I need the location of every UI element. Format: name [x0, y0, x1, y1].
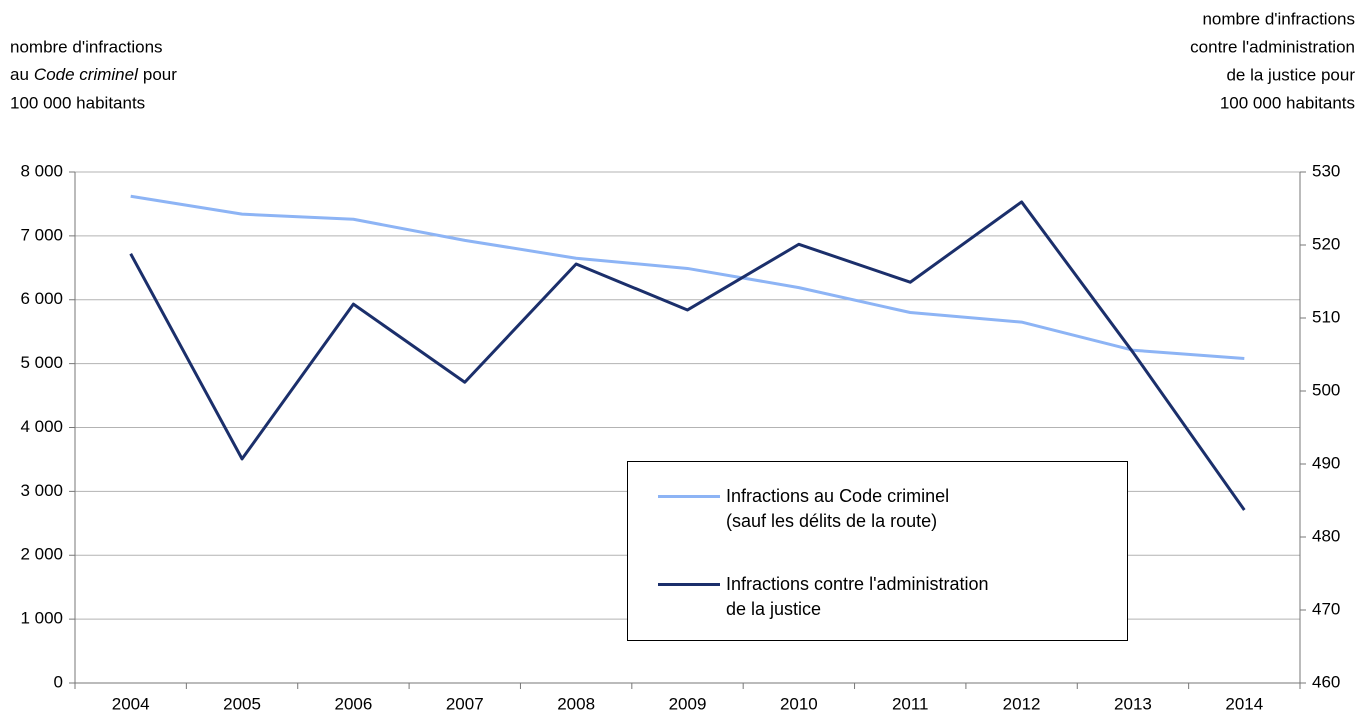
y-tick-label: 2 000: [20, 545, 63, 564]
x-tick-label: 2013: [1114, 694, 1152, 713]
y2-tick-label: 510: [1312, 307, 1340, 326]
x-tick-label: 2010: [780, 694, 818, 713]
x-tick-label: 2009: [669, 694, 707, 713]
y2-tick-label: 520: [1312, 234, 1340, 253]
y-tick-label: 5 000: [20, 353, 63, 372]
y-tick-label: 6 000: [20, 289, 63, 308]
y2-tick-label: 460: [1312, 672, 1340, 691]
legend-label: Infractions contre l'administration de l…: [726, 574, 989, 619]
y2-label: 100 000 habitants: [1220, 93, 1355, 112]
y2-label: nombre d'infractions: [1202, 9, 1355, 28]
y-tick-label: 0: [54, 672, 63, 691]
y-label: nombre d'infractions: [10, 37, 163, 56]
series-line: [130, 194, 1245, 361]
y2-label: de la justice pour: [1226, 65, 1355, 84]
legend-swatch: [658, 583, 720, 586]
y2-tick-label: 480: [1312, 526, 1340, 545]
legend-swatch: [658, 495, 720, 498]
x-tick-label: 2005: [223, 694, 261, 713]
y-label-part: au: [10, 65, 29, 84]
y-tick-label: 4 000: [20, 417, 63, 436]
x-tick-label: 2008: [557, 694, 595, 713]
x-tick-label: 2004: [112, 694, 150, 713]
y-tick-label: 3 000: [20, 481, 63, 500]
legend: Infractions au Code criminel (sauf les d…: [627, 461, 1128, 641]
x-tick-label: 2012: [1003, 694, 1041, 713]
y-label: au Code criminel pour: [10, 65, 177, 84]
y2-tick-label: 470: [1312, 599, 1340, 618]
legend-label: Infractions au Code criminel (sauf les d…: [726, 486, 950, 531]
y-label-part: pour: [143, 65, 177, 84]
legend-item: Infractions au Code criminel (sauf les d…: [658, 484, 949, 534]
y2-tick-label: 490: [1312, 453, 1340, 472]
x-tick-label: 2006: [334, 694, 372, 713]
y-tick-label: 8 000: [20, 161, 63, 180]
series-line: [129, 200, 1246, 511]
y2-tick-label: 500: [1312, 380, 1340, 399]
x-tick-label: 2007: [446, 694, 484, 713]
x-tick-label: 2011: [892, 694, 929, 713]
legend-item: Infractions contre l'administration de l…: [658, 572, 989, 622]
y2-tick-label: 530: [1312, 161, 1340, 180]
y-tick-label: 7 000: [20, 225, 63, 244]
y-label: 100 000 habitants: [10, 93, 145, 112]
y-tick-label: 1 000: [20, 609, 63, 628]
y-label-part: Code criminel: [34, 65, 139, 84]
x-tick-label: 2014: [1225, 694, 1263, 713]
y2-label: contre l'administration: [1190, 37, 1355, 56]
